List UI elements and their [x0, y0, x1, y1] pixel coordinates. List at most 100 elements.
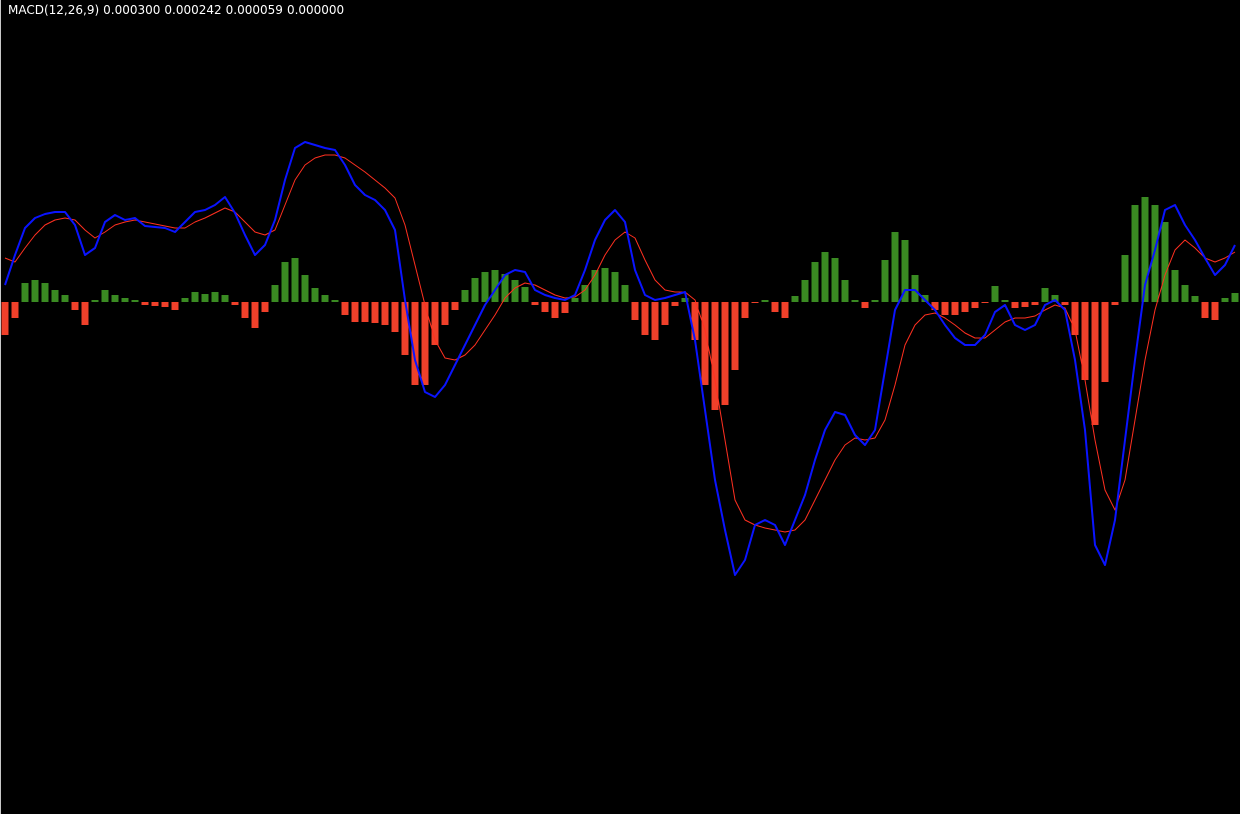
histogram-bar — [1221, 298, 1229, 302]
histogram-bar — [11, 302, 19, 318]
histogram-bar — [181, 298, 189, 302]
histogram-bar — [751, 302, 759, 303]
indicator-header: MACD(12,26,9) 0.000300 0.000242 0.000059 0.0… — [8, 3, 348, 17]
histogram-bar — [21, 283, 29, 302]
readout-value: 0.000000 — [286, 3, 345, 17]
histogram-bar — [391, 302, 399, 332]
histogram-bar — [861, 302, 869, 308]
histogram-bar — [651, 302, 659, 340]
histogram-bar — [661, 302, 669, 325]
histogram-bar — [711, 302, 719, 410]
histogram-bar — [791, 296, 799, 302]
histogram-bar — [581, 285, 589, 302]
histogram-bar — [811, 262, 819, 302]
histogram-bar — [731, 302, 739, 370]
histogram-bar — [261, 302, 269, 312]
histogram-bar — [891, 232, 899, 302]
histogram-bar — [801, 280, 809, 302]
histogram-bar — [671, 302, 679, 306]
histogram-bar — [121, 298, 129, 302]
histogram-bar — [1181, 285, 1189, 302]
histogram-bar — [631, 302, 639, 320]
histogram-bar — [1201, 302, 1209, 318]
histogram-bar — [701, 302, 709, 385]
histogram-bar — [431, 302, 439, 345]
histogram-bar — [321, 295, 329, 302]
histogram-bar — [871, 300, 879, 302]
signal-line — [4, 154, 1236, 533]
histogram-bar — [1051, 295, 1059, 302]
histogram-bar — [1071, 302, 1079, 335]
histogram-bar — [81, 302, 89, 325]
histogram-bar — [71, 302, 79, 310]
histogram-bar — [911, 275, 919, 302]
histogram-bar — [101, 290, 109, 302]
histogram-bar — [1111, 302, 1119, 305]
histogram-bar — [1191, 296, 1199, 302]
histogram-bar — [381, 302, 389, 325]
histogram-bar — [691, 302, 699, 340]
histogram-bar — [821, 252, 829, 302]
histogram-bar — [251, 302, 259, 328]
histogram-bar — [151, 302, 159, 306]
histogram-bar — [481, 272, 489, 302]
histogram-bar — [91, 300, 99, 302]
histogram-bar — [1101, 302, 1109, 382]
histogram-bar — [841, 280, 849, 302]
histogram-bar — [241, 302, 249, 318]
histogram-bar — [561, 302, 569, 313]
histogram-bar — [521, 287, 529, 302]
histogram-bar — [981, 302, 989, 303]
histogram-bar — [281, 262, 289, 302]
histogram-bar — [1, 302, 9, 335]
histogram-bar — [371, 302, 379, 323]
histogram-bar — [591, 270, 599, 302]
histogram-bar — [1121, 255, 1129, 302]
histogram-bar — [1061, 302, 1069, 305]
histogram-bar — [41, 283, 49, 302]
readout-value: 0.000242 — [164, 3, 222, 17]
histogram-bar — [271, 285, 279, 302]
histogram-bar — [991, 286, 999, 302]
histogram-bar — [931, 302, 939, 310]
histogram-bar — [901, 240, 909, 302]
histogram-bar — [511, 280, 519, 302]
histogram-bar — [191, 292, 199, 302]
histogram-bar — [951, 302, 959, 315]
histogram-bar — [51, 290, 59, 302]
histogram-bar — [771, 302, 779, 312]
histogram-bar — [411, 302, 419, 385]
window-edge — [0, 0, 1, 814]
readout-value: 0.000300 — [103, 3, 161, 17]
histogram-bar — [971, 302, 979, 308]
histogram-bar — [331, 300, 339, 302]
histogram-bar — [1211, 302, 1219, 320]
histogram-bar — [131, 300, 139, 302]
histogram-bar — [491, 270, 499, 302]
histogram-bar — [471, 278, 479, 302]
histogram-bar — [1031, 302, 1039, 305]
histogram-bar — [601, 268, 609, 302]
indicator-name: MACD(12,26,9) — [8, 3, 100, 17]
histogram-bar — [441, 302, 449, 325]
histogram-bar — [141, 302, 149, 305]
histogram-bar — [201, 294, 209, 302]
histogram-bar — [291, 258, 299, 302]
histogram-bar — [1141, 197, 1149, 302]
histogram-bar — [361, 302, 369, 322]
histogram-bar — [921, 295, 929, 302]
histogram-bar — [621, 285, 629, 302]
histogram-bar — [501, 274, 509, 302]
macd-line — [4, 141, 1236, 576]
readout-value: 0.000059 — [225, 3, 283, 17]
histogram-bar — [1001, 300, 1009, 302]
histogram-bar — [221, 295, 229, 302]
histogram-bar — [941, 302, 949, 315]
histogram-bar — [231, 302, 239, 305]
histogram-bar — [641, 302, 649, 335]
histogram-bar — [161, 302, 169, 307]
histogram-bar — [1021, 302, 1029, 307]
histogram-bar — [881, 260, 889, 302]
